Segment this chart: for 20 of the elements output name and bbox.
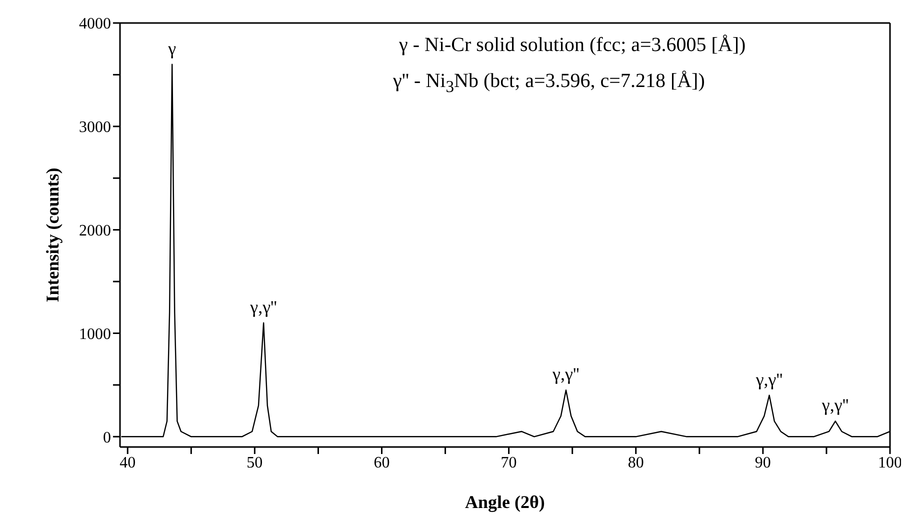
x-tick-label: 40 xyxy=(120,454,136,472)
annotation: γ,γ'' xyxy=(552,364,580,384)
annotation: γ - Ni-Cr solid solution (fcc; a=3.6005 [Å]) xyxy=(399,34,746,57)
x-tick-label: 70 xyxy=(500,454,517,472)
y-tick-label: 1000 xyxy=(79,326,111,343)
x-tick-label: 50 xyxy=(246,454,263,472)
x-tick-label: 80 xyxy=(628,454,644,472)
y-tick-label: 4000 xyxy=(79,16,111,33)
annotation: γ,γ'' xyxy=(820,395,849,416)
annotation: γ'' - Ni$_{3}$Nb (bct; a=3.596, c=7.218 [Å]) xyxy=(393,70,705,97)
y-tick-label: 2000 xyxy=(79,222,111,240)
y-tick-label: 3000 xyxy=(79,119,111,136)
y-tick-label: 0 xyxy=(103,429,111,446)
x-axis-title: Angle (2θ) xyxy=(465,492,545,512)
x-tick-label: 90 xyxy=(754,454,771,472)
annotation: γ,γ'' xyxy=(249,296,278,317)
annotation: γ xyxy=(167,38,176,58)
x-tick-label: 60 xyxy=(374,454,390,472)
y-axis-title: Intensity (counts) xyxy=(42,168,62,302)
annotation: γ,γ'' xyxy=(754,369,783,390)
